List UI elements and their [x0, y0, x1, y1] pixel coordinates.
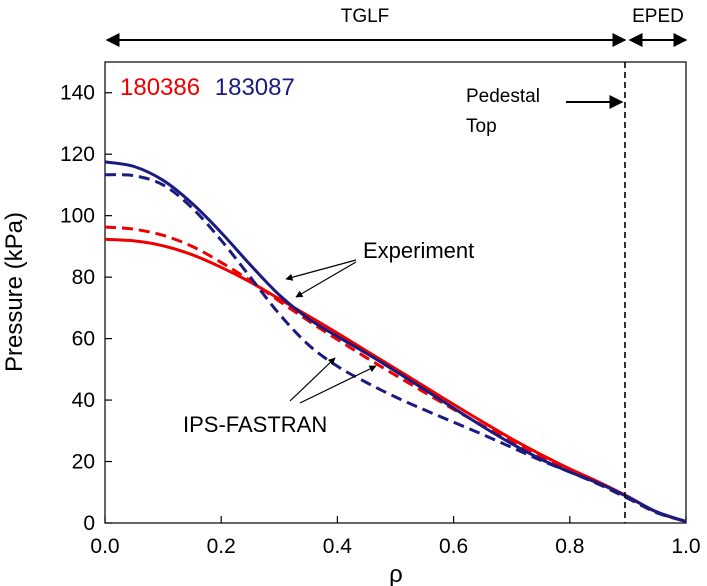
y-axis-label: Pressure (kPa) — [1, 212, 28, 372]
series-180386-ips-fastran-line — [104, 225, 687, 523]
ips-fastran-arrow-1 — [289, 357, 336, 402]
x-tick-label: 0.4 — [323, 535, 353, 558]
experiment-label: Experiment — [363, 238, 474, 263]
y-tick-label: 140 — [60, 82, 95, 105]
x-tick-label: 0.8 — [555, 535, 584, 558]
pedestal-label-line1: Pedestal — [466, 86, 540, 107]
y-tick-label: 100 — [60, 205, 95, 228]
y-tick-label: 80 — [72, 266, 95, 289]
x-axis-ticks: 0.0 0.2 0.4 0.6 0.8 1.0 — [90, 516, 701, 558]
x-tick-label: 1.0 — [671, 535, 700, 558]
x-tick-label: 0.0 — [90, 535, 119, 558]
ips-fastran-label: IPS-FASTRAN — [183, 412, 327, 437]
experiment-arrow-1 — [285, 259, 357, 281]
y-tick-label: 60 — [72, 328, 95, 351]
experiment-arrow-2 — [295, 261, 357, 298]
pedestal-label-line2: Top — [466, 116, 497, 137]
legend-shots: 180386 183087 — [120, 74, 295, 101]
legend-shot-183087: 183087 — [215, 74, 295, 101]
y-tick-label: 120 — [60, 143, 95, 166]
legend-shot-180386: 180386 — [120, 74, 200, 101]
x-axis-label: ρ — [389, 561, 403, 586]
y-axis-ticks: 0 20 40 60 80 100 120 140 — [60, 82, 112, 535]
x-tick-label: 0.6 — [439, 535, 468, 558]
y-tick-label: 20 — [72, 451, 95, 474]
y-tick-label: 0 — [83, 512, 95, 535]
y-tick-label: 40 — [72, 389, 95, 412]
series-183087-ips-fastran-line — [104, 173, 687, 523]
x-tick-label: 0.2 — [207, 535, 236, 558]
eped-label: EPED — [632, 6, 684, 27]
ips-fastran-arrow-2 — [299, 365, 377, 404]
series-183087-experiment-line — [104, 160, 687, 523]
plot-frame — [104, 61, 687, 524]
series-180386-experiment-line — [104, 237, 687, 523]
series-group — [104, 160, 687, 523]
tglf-label: TGLF — [341, 6, 390, 27]
